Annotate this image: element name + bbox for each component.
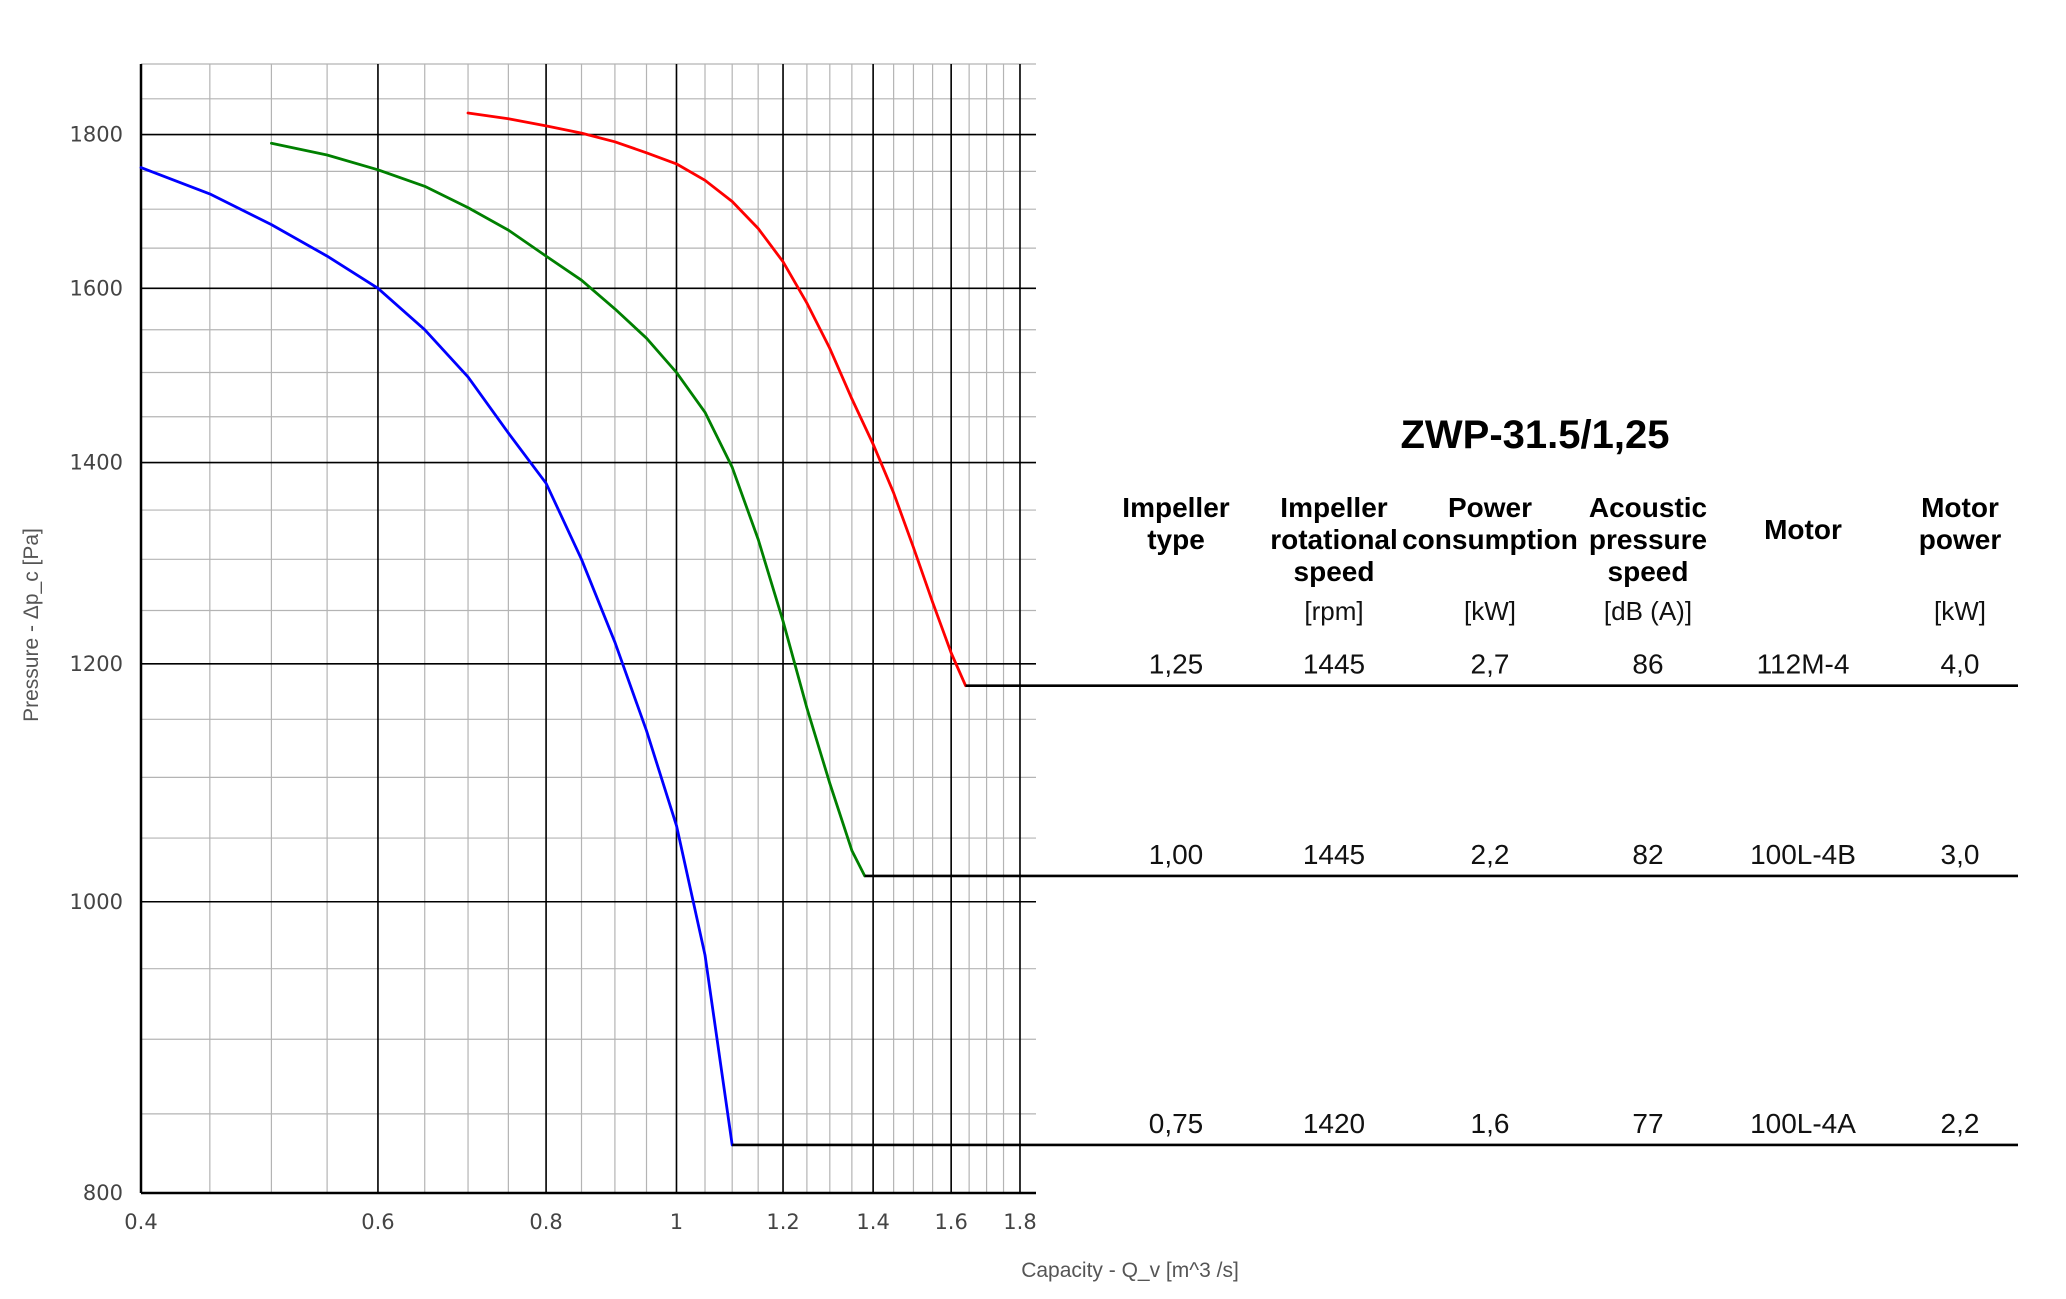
y-tick-label: 1800 xyxy=(70,123,123,147)
table-cell: 82 xyxy=(1632,839,1663,870)
table-cell: 1,6 xyxy=(1471,1108,1510,1139)
chart-grid xyxy=(141,63,1036,1193)
table-header: ImpellertypeImpellerrotationalspeed[rpm]… xyxy=(1122,492,2001,626)
column-unit-4: [dB (A)] xyxy=(1604,596,1692,626)
column-header-2: rotational xyxy=(1270,524,1398,555)
x-tick-label: 1.6 xyxy=(934,1210,967,1234)
table-cell: 2,2 xyxy=(1471,839,1510,870)
x-tick-label: 1.4 xyxy=(856,1210,889,1234)
chart-curves xyxy=(139,111,967,1147)
y-tick-label: 1400 xyxy=(70,451,123,475)
y-axis-title: Pressure - Δp_c [Pa] xyxy=(20,528,43,722)
table-cell: 100L-4B xyxy=(1750,839,1856,870)
table-cell: 77 xyxy=(1632,1108,1663,1139)
x-axis-title: Capacity - Q_v [m^3 /s] xyxy=(1021,1259,1239,1282)
column-header-3: Power xyxy=(1448,492,1532,523)
table-cell: 112M-4 xyxy=(1757,649,1850,680)
x-tick-label: 1 xyxy=(670,1210,683,1234)
chart-axes xyxy=(139,64,1036,1195)
series-line-2 xyxy=(269,141,867,878)
table-cell: 2,2 xyxy=(1941,1108,1980,1139)
column-header-4: pressure xyxy=(1589,524,1707,555)
table-cell: 1420 xyxy=(1303,1108,1365,1139)
table-cell: 100L-4A xyxy=(1750,1108,1856,1139)
table-title: ZWP-31.5/1,25 xyxy=(1400,413,1669,457)
table-cell: 4,0 xyxy=(1941,649,1980,680)
table-body: 1,25 1445 2,7 86 112M-4 4,0 1,00 1445 2,2 82 100L-… xyxy=(1149,649,1980,1139)
column-header-4: Acoustic xyxy=(1589,492,1707,523)
series-line-3 xyxy=(139,166,734,1147)
x-tick-label: 0.4 xyxy=(124,1210,157,1234)
x-tick-label: 0.8 xyxy=(529,1210,562,1234)
tick-labels: 0.4 0.6 0.8 1 1.2 1.4 1.6 1.8 800 1000 1200 1400 160… xyxy=(70,123,1037,1234)
table-cell: 1445 xyxy=(1303,839,1365,870)
series-line-1 xyxy=(466,111,967,688)
axis-labels: Capacity - Q_v [m^3 /s] Pressure - Δp_c … xyxy=(20,528,1239,1282)
column-header-2: speed xyxy=(1294,556,1375,587)
column-header-3: consumption xyxy=(1402,524,1578,555)
table-cell: 0,75 xyxy=(1149,1108,1204,1139)
x-tick-label: 1.8 xyxy=(1003,1210,1036,1234)
table-cell: 1,00 xyxy=(1149,839,1204,870)
table-cell: 1445 xyxy=(1303,649,1365,680)
column-header-1: type xyxy=(1147,524,1205,555)
y-tick-label: 1200 xyxy=(70,652,123,676)
operating-point-leaders xyxy=(732,684,2018,1147)
column-unit-6: [kW] xyxy=(1934,596,1986,626)
column-header-4: speed xyxy=(1608,556,1689,587)
column-header-6: Motor xyxy=(1921,492,1999,523)
table-cell: 1,25 xyxy=(1149,649,1204,680)
y-tick-label: 800 xyxy=(83,1181,123,1205)
column-header-5: Motor xyxy=(1764,514,1842,545)
x-tick-label: 1.2 xyxy=(766,1210,799,1234)
table-cell: 2,7 xyxy=(1471,649,1510,680)
y-tick-label: 1000 xyxy=(70,890,123,914)
column-unit-2: [rpm] xyxy=(1304,596,1363,626)
table-cell: 3,0 xyxy=(1941,839,1980,870)
table-cell: 86 xyxy=(1632,649,1663,680)
performance-table: ZWP-31.5/1,25 ImpellertypeImpellerrotati… xyxy=(1122,413,2001,1139)
column-header-6: power xyxy=(1919,524,2002,555)
x-tick-label: 0.6 xyxy=(361,1210,394,1234)
column-unit-3: [kW] xyxy=(1464,596,1516,626)
column-header-2: Impeller xyxy=(1280,492,1387,523)
y-tick-label: 1600 xyxy=(70,276,123,300)
column-header-1: Impeller xyxy=(1122,492,1229,523)
